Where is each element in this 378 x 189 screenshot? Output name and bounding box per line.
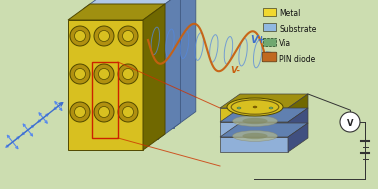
Circle shape	[118, 64, 138, 84]
Polygon shape	[220, 123, 308, 137]
Polygon shape	[288, 94, 308, 122]
Circle shape	[74, 106, 85, 118]
Polygon shape	[174, 0, 196, 128]
Ellipse shape	[269, 107, 273, 109]
Circle shape	[122, 68, 133, 80]
Circle shape	[70, 102, 90, 122]
Polygon shape	[220, 94, 308, 108]
Circle shape	[99, 30, 110, 42]
Text: Substrate: Substrate	[279, 25, 316, 33]
Polygon shape	[220, 108, 308, 122]
Ellipse shape	[227, 98, 283, 116]
Bar	[263, 23, 276, 31]
Polygon shape	[84, 9, 158, 139]
Bar	[263, 8, 276, 16]
Bar	[263, 38, 276, 46]
Circle shape	[99, 106, 110, 118]
Circle shape	[94, 26, 114, 46]
Ellipse shape	[242, 118, 268, 124]
Text: Metal: Metal	[279, 9, 301, 19]
Ellipse shape	[232, 131, 277, 141]
Polygon shape	[68, 20, 143, 150]
Ellipse shape	[242, 133, 268, 139]
Circle shape	[118, 102, 138, 122]
Text: V: V	[347, 119, 353, 128]
Ellipse shape	[253, 106, 257, 108]
Text: PIN diode: PIN diode	[279, 54, 315, 64]
Polygon shape	[220, 108, 288, 122]
Polygon shape	[68, 4, 165, 20]
Circle shape	[99, 68, 110, 80]
Polygon shape	[288, 123, 308, 152]
Polygon shape	[288, 108, 308, 137]
Circle shape	[74, 68, 85, 80]
Bar	[92, 62, 118, 138]
Ellipse shape	[232, 116, 277, 126]
Circle shape	[70, 26, 90, 46]
Ellipse shape	[237, 107, 241, 109]
Circle shape	[74, 30, 85, 42]
Text: Via: Via	[279, 40, 291, 49]
Polygon shape	[84, 0, 180, 9]
Circle shape	[122, 106, 133, 118]
Circle shape	[70, 64, 90, 84]
Circle shape	[94, 64, 114, 84]
Polygon shape	[220, 122, 288, 137]
Polygon shape	[99, 0, 174, 128]
Polygon shape	[158, 0, 180, 139]
Text: V+: V+	[250, 35, 266, 45]
Text: V-: V-	[230, 66, 240, 75]
Circle shape	[94, 102, 114, 122]
Circle shape	[122, 30, 133, 42]
Circle shape	[118, 26, 138, 46]
Circle shape	[340, 112, 360, 132]
Polygon shape	[220, 137, 288, 152]
FancyBboxPatch shape	[262, 52, 277, 62]
Polygon shape	[143, 4, 165, 150]
